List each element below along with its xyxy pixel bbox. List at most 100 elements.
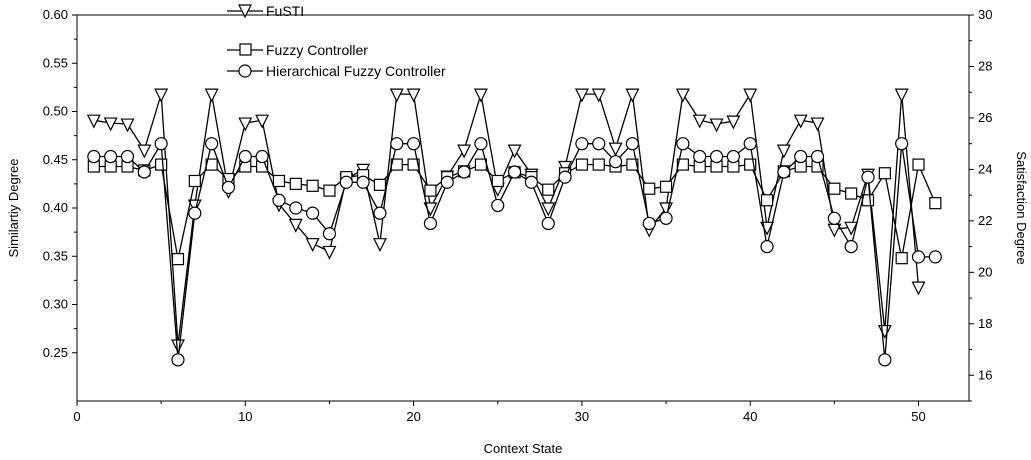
y-right-tick-label: 20 xyxy=(978,264,992,279)
data-point-circle xyxy=(760,240,774,254)
data-point-circle xyxy=(339,175,353,189)
data-point-circle xyxy=(221,180,236,195)
data-point-triangle xyxy=(238,117,253,132)
legend-label-fuzzy-controller: Fuzzy Controller xyxy=(266,42,368,58)
y-left-tick-label: 0.40 xyxy=(43,200,68,215)
data-point-triangle xyxy=(406,88,421,103)
data-point-triangle xyxy=(255,114,270,129)
y-right-tick-label: 24 xyxy=(978,161,992,176)
data-point-circle xyxy=(676,137,690,151)
data-point-circle xyxy=(895,137,909,151)
data-point-circle xyxy=(238,149,252,164)
data-point-circle xyxy=(726,149,740,164)
data-point-square xyxy=(929,197,942,210)
data-point-square xyxy=(744,158,757,171)
x-tick-label: 40 xyxy=(743,409,757,424)
data-point-circle xyxy=(693,149,707,164)
data-point-circle xyxy=(928,250,942,264)
x-tick-label: 50 xyxy=(911,409,925,424)
data-point-triangle xyxy=(894,88,909,103)
data-point-circle xyxy=(878,353,892,367)
y-left-tick-label: 0.50 xyxy=(43,104,68,119)
data-point-triangle xyxy=(793,114,808,129)
data-point-triangle xyxy=(137,144,152,159)
data-point-triangle xyxy=(507,144,522,159)
data-point-triangle xyxy=(473,88,488,103)
data-point-circle xyxy=(373,206,387,220)
data-point-triangle xyxy=(844,221,859,236)
data-point-circle xyxy=(625,137,639,151)
data-point-triangle xyxy=(776,144,791,159)
data-point-triangle xyxy=(103,117,118,132)
data-point-circle xyxy=(306,206,320,220)
data-point-circle xyxy=(558,170,572,184)
data-point-circle xyxy=(911,250,926,264)
y-left-tick-label: 0.55 xyxy=(43,55,68,70)
data-point-square xyxy=(861,194,875,207)
data-point-triangle xyxy=(86,114,101,129)
data-point-triangle xyxy=(743,88,758,103)
y-left-tick-label: 0.25 xyxy=(43,345,68,360)
y-axis-right-title: Satisfaction Degree xyxy=(1014,151,1029,264)
data-point-square xyxy=(912,158,925,171)
data-point-triangle xyxy=(625,88,640,103)
data-point-circle xyxy=(474,137,488,151)
data-point-circle xyxy=(743,137,757,151)
data-point-triangle xyxy=(709,118,724,133)
legend: FuSTI Fuzzy Controller Hierarchical Fuzz… xyxy=(227,3,446,79)
data-point-circle xyxy=(457,165,471,179)
data-point-triangle xyxy=(120,118,135,133)
data-point-square xyxy=(845,187,858,200)
data-point-circle xyxy=(205,137,219,151)
data-point-square xyxy=(491,174,504,188)
y-left-tick-label: 0.35 xyxy=(43,248,68,263)
data-point-circle xyxy=(356,175,370,189)
data-point-triangle xyxy=(288,218,303,233)
data-point-triangle xyxy=(171,339,185,354)
data-point-triangle xyxy=(322,245,337,260)
data-point-circle xyxy=(120,149,135,164)
legend-triangle-marker xyxy=(238,4,252,19)
legend-item-fuzzy-controller: Fuzzy Controller xyxy=(227,42,368,58)
data-point-circle xyxy=(289,201,303,215)
data-point-square xyxy=(306,179,319,192)
data-point-triangle xyxy=(608,142,623,157)
y-right-tick-label: 26 xyxy=(978,110,992,125)
data-point-triangle xyxy=(574,88,589,103)
data-point-triangle xyxy=(204,88,219,103)
data-point-square xyxy=(895,252,908,265)
data-point-circle xyxy=(810,149,825,164)
data-point-square xyxy=(643,182,656,195)
data-point-circle xyxy=(794,149,808,164)
data-point-triangle xyxy=(541,202,556,217)
data-point-triangle xyxy=(726,115,741,130)
axes-layer: 0 10 20 30 40 50 0.25 0.30 0.35 0.40 0.45 0.50 0.55 0… xyxy=(43,7,993,424)
y-right-tick-label: 28 xyxy=(978,58,992,73)
data-point-square xyxy=(289,177,302,190)
data-point-circle xyxy=(861,170,875,184)
x-axis-title: Context State xyxy=(484,441,563,456)
data-point-circle xyxy=(491,198,505,213)
data-point-triangle xyxy=(810,117,825,132)
data-point-circle xyxy=(171,353,185,367)
y-right-tick-label: 18 xyxy=(978,316,992,331)
data-point-square xyxy=(407,158,420,171)
data-point-circle xyxy=(507,165,522,179)
data-point-circle xyxy=(440,175,454,189)
data-point-square xyxy=(659,180,673,193)
data-point-triangle xyxy=(154,88,169,103)
data-point-circle xyxy=(390,137,404,151)
data-point-square xyxy=(323,184,336,197)
x-tick-label: 20 xyxy=(406,409,420,424)
data-point-circle xyxy=(541,216,555,231)
data-point-square xyxy=(272,174,286,188)
data-point-triangle xyxy=(591,88,606,103)
data-point-circle xyxy=(592,137,606,151)
data-point-square xyxy=(626,158,639,171)
data-point-circle xyxy=(154,137,168,151)
data-point-circle xyxy=(659,211,673,225)
data-point-triangle xyxy=(305,238,320,253)
series-layer xyxy=(86,88,942,367)
data-point-circle xyxy=(777,165,791,179)
